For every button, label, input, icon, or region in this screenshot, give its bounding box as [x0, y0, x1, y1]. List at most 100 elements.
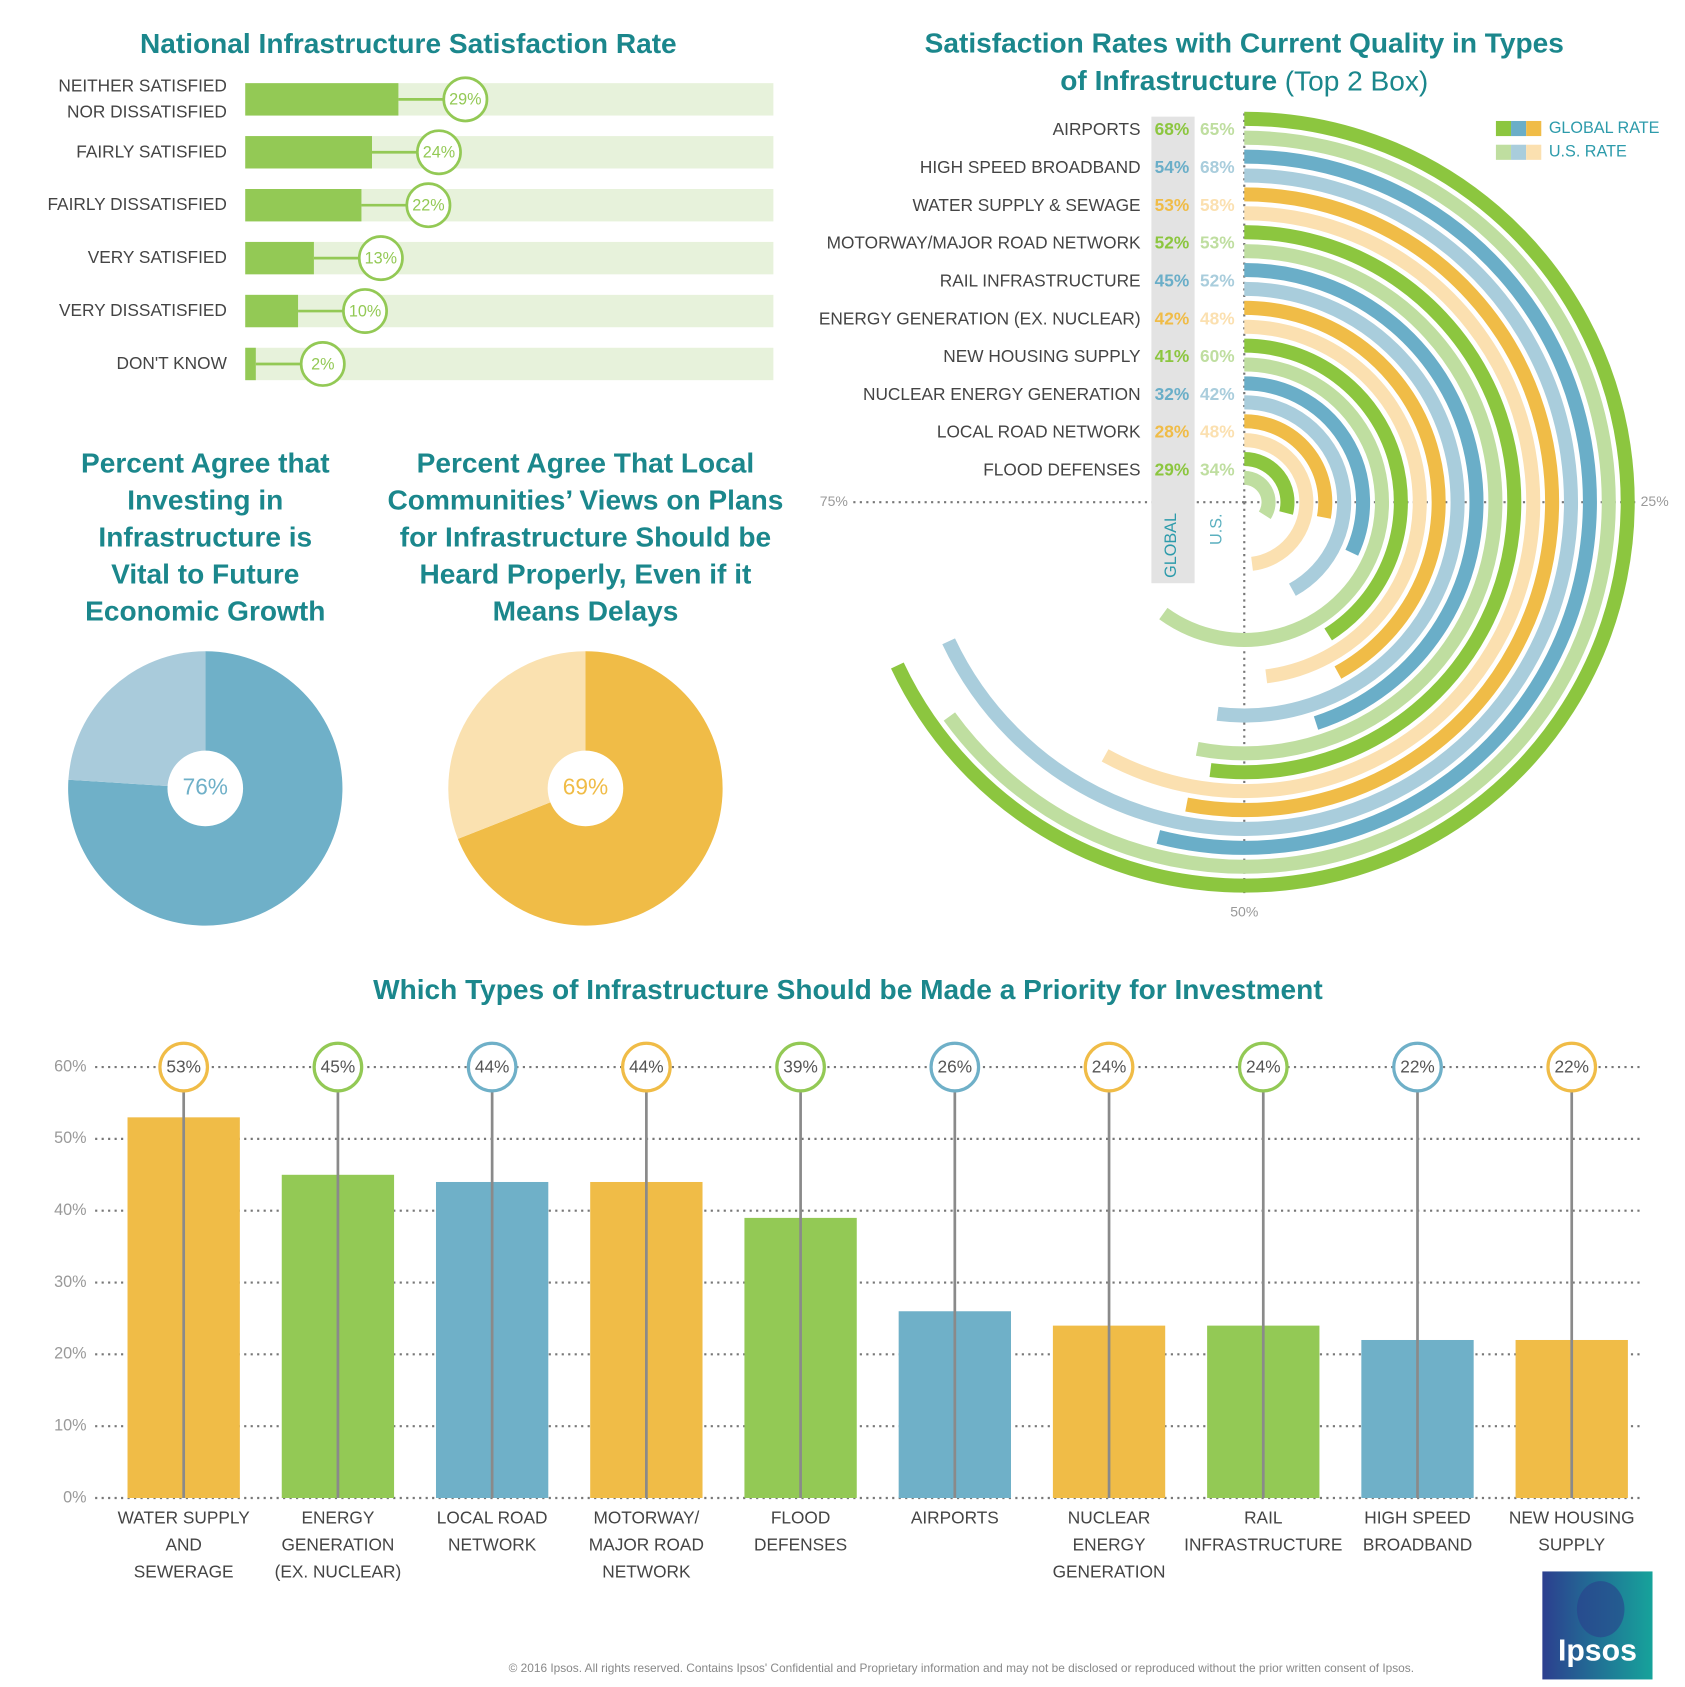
value-label: 68% [1155, 119, 1190, 139]
x-tick-label: NUCLEAR ENERGY GENERATION [1053, 1507, 1166, 1581]
label-circle [312, 1041, 364, 1093]
value-label: 22% [1400, 1057, 1435, 1077]
category-label: LOCAL ROAD NETWORK [937, 422, 1141, 442]
value-label: 52% [1155, 233, 1190, 253]
x-tick-label: MOTORWAY/ MAJOR ROAD NETWORK [589, 1507, 709, 1581]
ring-arc [1101, 206, 1541, 799]
value-label: 34% [1200, 459, 1235, 479]
ring-arc [1244, 319, 1427, 684]
legend-swatch [1511, 120, 1527, 137]
bar [245, 189, 362, 222]
tick-label: 25% [1641, 493, 1669, 509]
value-label: 24% [423, 144, 455, 162]
legend-label: U.S. RATE [1549, 143, 1627, 161]
value-label: 41% [1155, 346, 1190, 366]
value-label: 24% [1246, 1057, 1281, 1077]
label-circle [466, 1041, 518, 1093]
label-circle [1237, 1041, 1289, 1093]
ring-arc [1244, 414, 1333, 519]
value-label: 45% [321, 1057, 356, 1077]
label-circle [299, 341, 346, 387]
label-circle [342, 288, 388, 334]
bar [245, 136, 372, 169]
value-label: 68% [1200, 157, 1235, 177]
ring-arc [1195, 244, 1503, 761]
chart-subtitle: (Top 2 Box) [1285, 66, 1429, 97]
tick-label: 75% [820, 493, 848, 509]
value-label: 42% [1200, 384, 1235, 404]
y-tick-label: 10% [54, 1416, 86, 1434]
value-label: 39% [783, 1057, 818, 1077]
value-label: 42% [1155, 308, 1190, 328]
label-circle [1546, 1041, 1598, 1093]
column-label: U.S. [1208, 513, 1226, 544]
bar [245, 241, 314, 275]
value-label: 29% [1155, 459, 1190, 479]
column-label: GLOBAL [1162, 513, 1180, 578]
label-circle [775, 1041, 826, 1093]
x-tick-label: WATER SUPPLY AND SEWERAGE [118, 1507, 255, 1581]
value-label: 52% [1200, 270, 1235, 290]
legend-swatch [1511, 144, 1527, 160]
category-label: VERY SATISFIED [88, 247, 227, 267]
label-circle [620, 1041, 672, 1093]
pie-hole [167, 750, 244, 827]
value-label: 13% [365, 249, 397, 267]
x-tick-label: AIRPORTS [911, 1507, 999, 1527]
bar [245, 294, 299, 328]
ring-arc [1244, 262, 1484, 730]
category-label: VERY DISSATISFIED [59, 300, 227, 320]
ring-arc [891, 111, 1635, 893]
y-tick-label: 50% [54, 1129, 86, 1147]
category-label: NEW HOUSING SUPPLY [943, 346, 1141, 366]
value-label: 29% [449, 91, 481, 109]
label-circle [1392, 1041, 1443, 1093]
ring-arc [942, 168, 1578, 836]
y-tick-label: 40% [54, 1201, 86, 1219]
column-band [1151, 116, 1195, 584]
value-label: 45% [1155, 270, 1190, 290]
x-tick-label: RAIL INFRASTRUCTURE [1184, 1507, 1342, 1554]
category-label: MOTORWAY/MAJOR ROAD NETWORK [827, 233, 1141, 253]
y-tick-label: 20% [54, 1345, 86, 1363]
pie-slice [68, 651, 206, 789]
value-label: 10% [349, 302, 381, 320]
value-label: 48% [1200, 422, 1235, 442]
label-circle [357, 235, 404, 282]
value-label: 58% [1200, 195, 1235, 215]
legend-swatch [1495, 144, 1512, 160]
category-label: NEITHER SATISFIED NOR DISSATISFIED [58, 75, 231, 121]
legend-swatch [1495, 120, 1512, 137]
label-circle [1083, 1041, 1135, 1093]
category-label: ENERGY GENERATION (EX. NUCLEAR) [819, 308, 1141, 328]
bar [245, 347, 256, 381]
y-tick-label: 0% [63, 1488, 86, 1506]
copyright: © 2016 Ipsos. All rights reserved. Conta… [509, 1661, 1414, 1675]
label-circle [442, 76, 489, 123]
tick-label: 50% [1230, 903, 1258, 919]
value-label: 2% [311, 355, 334, 373]
ring-arc [1244, 433, 1314, 571]
category-label: DON'T KNOW [116, 353, 227, 373]
value-label: 53% [166, 1057, 201, 1077]
legend-label: GLOBAL RATE [1549, 119, 1660, 137]
category-label: NUCLEAR ENERGY GENERATION [863, 384, 1141, 404]
value-label: 44% [475, 1057, 510, 1077]
chart-title: Which Types of Infrastructure Should be … [373, 974, 1323, 1005]
ring-arc [1243, 470, 1276, 519]
value-label: 65% [1200, 119, 1235, 139]
ring-arc [943, 130, 1616, 874]
label-circle [405, 182, 452, 229]
ring-arc [1244, 376, 1371, 556]
bar [245, 83, 399, 116]
pie-hole [547, 750, 624, 827]
legend-swatch [1526, 144, 1542, 160]
y-tick-label: 60% [54, 1057, 86, 1075]
value-label: 53% [1155, 195, 1190, 215]
chart-title: Percent Agree that Investing in Infrastr… [81, 448, 337, 627]
category-label: FAIRLY DISSATISFIED [47, 194, 226, 214]
value-label: 76% [183, 773, 228, 799]
ring-arc [1185, 187, 1560, 818]
